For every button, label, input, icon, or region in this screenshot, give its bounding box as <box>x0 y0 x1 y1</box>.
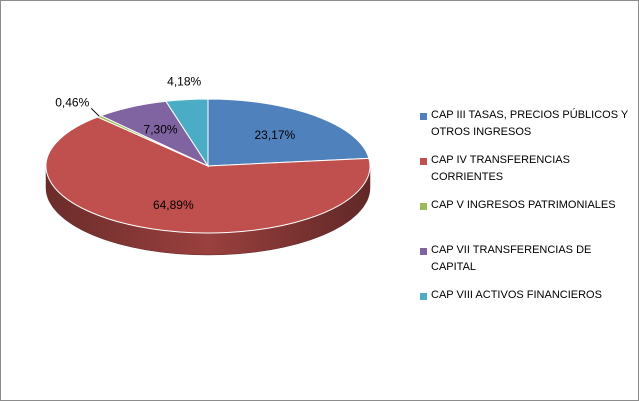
legend-label-cap-v: CAP V INGRESOS PATRIMONIALES <box>431 199 616 211</box>
data-label-cap-viii-activos-financieros: 4,18% <box>167 75 201 89</box>
legend-swatch-cap-viii <box>420 293 427 300</box>
data-label-cap-v-ingresos-patrimoniales: 0,46% <box>55 95 89 109</box>
legend-item-cap-vii: CAP VII TRANSFERENCIAS DE CAPITAL <box>420 244 630 276</box>
legend-swatch-cap-v <box>420 203 427 210</box>
legend-item-cap-iii: CAP III TASAS, PRECIOS PÚBLICOS Y OTROS … <box>420 109 630 141</box>
data-label-cap-iii-tasas-precios-publicos-y-otros-ingresos: 23,17% <box>254 128 295 142</box>
legend-item-cap-viii: CAP VIII ACTIVOS FINANCIEROS <box>420 289 602 304</box>
data-label-cap-vii-transferencias-de-capital: 7,30% <box>144 122 178 136</box>
legend-item-cap-v: CAP V INGRESOS PATRIMONIALES <box>420 199 616 214</box>
legend-label-cap-iv: CAP IV TRANSFERENCIAS CORRIENTES <box>431 154 570 183</box>
legend-swatch-cap-iv <box>420 158 427 165</box>
legend-label-cap-viii: CAP VIII ACTIVOS FINANCIEROS <box>431 289 602 301</box>
legend-label-cap-iii: CAP III TASAS, PRECIOS PÚBLICOS Y OTROS … <box>431 109 629 138</box>
slice-cap-iii-tasas-precios-publicos-y-otros-ingresos <box>207 98 370 167</box>
slice-cap-viii-activos-financieros <box>165 98 209 168</box>
legend-label-cap-vii: CAP VII TRANSFERENCIAS DE CAPITAL <box>431 244 592 273</box>
data-label-cap-iv-transferencias-corrientes: 64,89% <box>153 198 194 212</box>
legend-item-cap-iv: CAP IV TRANSFERENCIAS CORRIENTES <box>420 154 630 186</box>
leader-line-cap-v-ingresos-patrimoniales <box>90 107 100 117</box>
slice-cap-iv-transferencias-corrientes <box>45 116 371 234</box>
legend-swatch-cap-vii <box>420 248 427 255</box>
legend-swatch-cap-iii <box>420 113 427 120</box>
